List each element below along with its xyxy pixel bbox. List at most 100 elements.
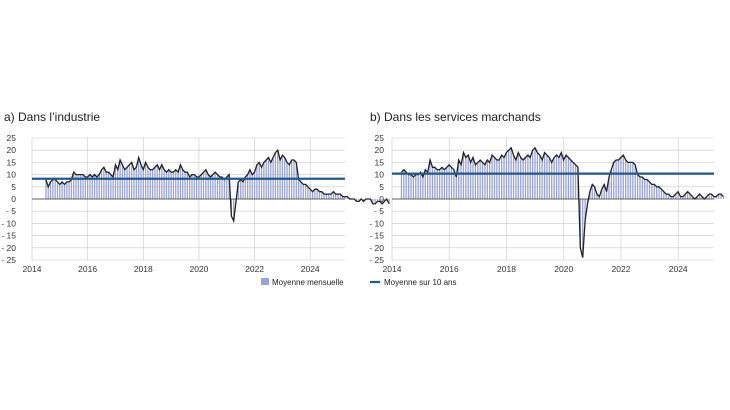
x-tick-label: 2022 [245, 264, 264, 274]
bar [383, 199, 386, 202]
bar [672, 196, 675, 199]
bar [147, 167, 149, 199]
y-tick-label: 0 [379, 194, 384, 204]
bar [372, 199, 374, 204]
bar [96, 177, 98, 199]
bar [376, 199, 379, 202]
x-tick-label: 2020 [189, 264, 208, 274]
chart-panel-b: b) Dans les services marchands 25 20 15 10 5 0 -… [369, 110, 725, 274]
bar [321, 191, 323, 199]
y-tick-label: 25 [375, 133, 385, 143]
bar [522, 159, 524, 199]
bar [560, 152, 562, 199]
bar [73, 172, 75, 199]
bar [603, 184, 605, 199]
x-tick-label: 2018 [497, 264, 516, 274]
bar [68, 181, 70, 199]
bar [701, 196, 703, 199]
bar [202, 172, 205, 199]
chart-title: Dans l’industrie [18, 110, 100, 124]
bar [458, 159, 460, 199]
bar [240, 179, 242, 199]
bar [706, 196, 708, 199]
bar [424, 169, 426, 199]
bar [214, 172, 216, 199]
bar [405, 172, 407, 199]
bar [193, 174, 195, 199]
bar [149, 169, 151, 199]
bar [410, 174, 412, 199]
bar [689, 194, 691, 199]
bar [168, 169, 170, 199]
bar [212, 174, 214, 199]
bar [615, 159, 617, 199]
bar [667, 194, 670, 199]
bar [189, 177, 191, 199]
bar [529, 157, 531, 199]
bar [536, 152, 539, 199]
bar [582, 199, 584, 258]
bar [422, 177, 424, 199]
bar [244, 177, 246, 199]
bar [646, 179, 648, 199]
bar [687, 191, 689, 199]
y-tick-label: - 25 [1, 255, 16, 265]
bar [477, 162, 479, 199]
bar [670, 196, 672, 199]
bar [493, 157, 496, 199]
y-tick-label: - 25 [369, 255, 384, 265]
bar [641, 177, 644, 199]
bar [500, 155, 503, 199]
bar [237, 181, 239, 199]
bar [314, 189, 316, 199]
bar [543, 152, 546, 199]
bar [184, 172, 186, 199]
bar [45, 179, 47, 199]
bar [274, 152, 277, 199]
bar [427, 172, 429, 199]
bar [246, 174, 249, 199]
bar [653, 184, 655, 199]
bar [648, 181, 651, 199]
bar [450, 167, 453, 199]
bar [300, 181, 302, 199]
bar [469, 162, 472, 199]
bar [358, 199, 360, 202]
y-tick-label: 20 [375, 145, 385, 155]
bar [226, 177, 228, 199]
bar [498, 159, 500, 199]
x-tick-label: 2014 [383, 264, 402, 274]
bar [436, 169, 438, 199]
bar [465, 157, 467, 199]
bar [505, 152, 508, 199]
bar [713, 196, 715, 199]
bar [121, 164, 124, 199]
bar [520, 157, 522, 199]
legend-average: Moyenne sur 10 ans [370, 278, 457, 287]
bar [318, 191, 321, 199]
bar [546, 155, 548, 199]
legend-swatch-monthly [261, 278, 269, 285]
bar [584, 199, 586, 221]
bar [591, 184, 593, 199]
bar [462, 152, 465, 199]
bar [548, 157, 550, 199]
bar [613, 162, 615, 199]
legend-label-average: Moyenne sur 10 ans [384, 278, 457, 287]
bar [82, 174, 84, 199]
bar [209, 177, 212, 199]
bar [179, 164, 182, 199]
y-tick-label: 0 [11, 194, 16, 204]
bar [593, 186, 596, 199]
bar [679, 196, 682, 199]
bar [589, 191, 591, 199]
bar [388, 199, 390, 204]
bar [163, 169, 165, 199]
bar [337, 194, 339, 199]
panel-letter: a) [4, 110, 15, 124]
bar [175, 169, 177, 199]
bar [553, 157, 555, 199]
bar [517, 152, 519, 199]
bar [75, 174, 77, 199]
